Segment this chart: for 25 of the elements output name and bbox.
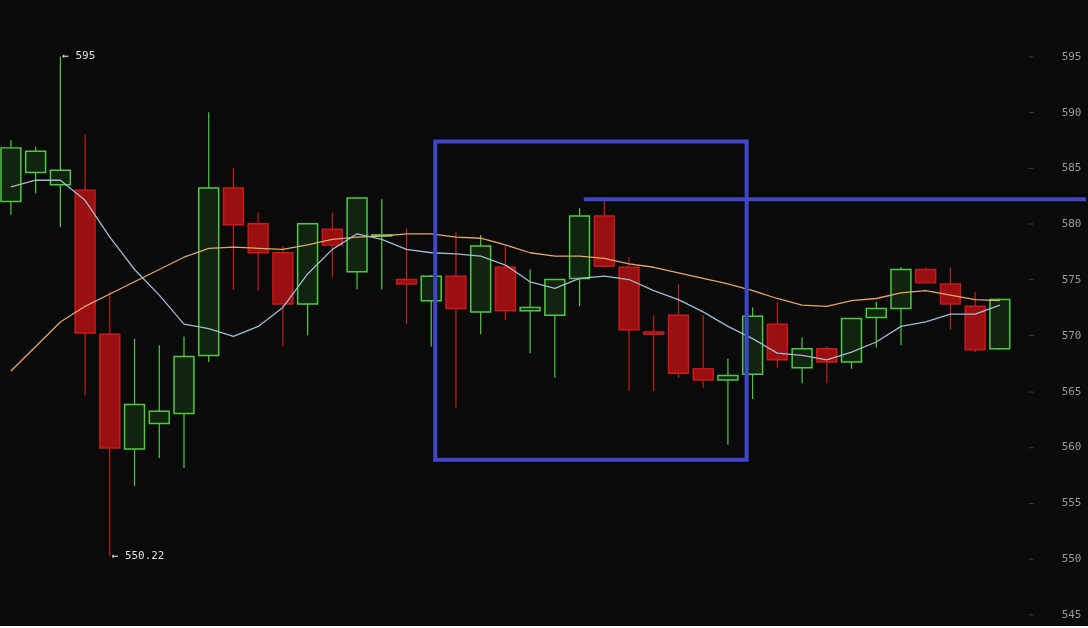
annotation: ← 595 — [62, 49, 96, 63]
candlestick — [24, 146, 47, 195]
y-tick-label: 575 — [1061, 273, 1082, 287]
candlestick — [939, 266, 962, 331]
y-tick-label: 580 — [1061, 217, 1082, 231]
candlestick — [643, 314, 665, 392]
y-tick-label: 550 — [1061, 551, 1082, 565]
candlestick — [692, 314, 714, 389]
candlestick — [791, 336, 813, 384]
candlestick — [816, 345, 838, 384]
candlestick — [148, 344, 170, 459]
candlestick — [395, 227, 418, 325]
y-tick-label: 570 — [1061, 328, 1082, 342]
candlestick — [865, 301, 887, 349]
candlestick — [49, 55, 72, 228]
y-tick-label: 555 — [1061, 496, 1082, 510]
y-tick-label: 545 — [1061, 607, 1082, 621]
candlestick — [519, 268, 541, 354]
y-tick-label: 560 — [1061, 440, 1082, 454]
annotation: ← 550.22 — [111, 548, 165, 562]
y-tick-label: 565 — [1061, 384, 1082, 398]
y-tick-label: 585 — [1061, 161, 1082, 175]
candlestick — [717, 358, 739, 446]
y-tick-label: 590 — [1061, 105, 1082, 119]
y-tick-label: 595 — [1061, 49, 1082, 63]
